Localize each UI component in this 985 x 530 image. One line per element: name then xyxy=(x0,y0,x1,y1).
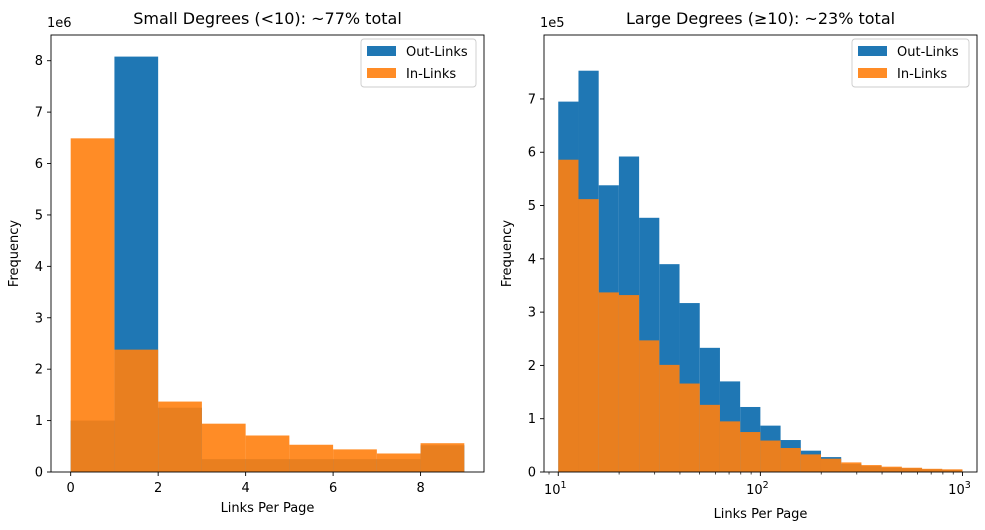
bar xyxy=(841,462,862,472)
x-tick-label: 8 xyxy=(416,481,424,496)
chart-title: Large Degrees (≥10): ~23% total xyxy=(626,9,895,28)
y-tick-label: 6 xyxy=(528,146,536,161)
y-tick-label: 1 xyxy=(528,412,536,427)
y-tick-label: 5 xyxy=(35,208,43,223)
bar xyxy=(558,159,579,472)
bar xyxy=(942,469,963,472)
bar xyxy=(289,444,334,472)
y-tick-label: 2 xyxy=(528,359,536,374)
bar xyxy=(333,449,377,472)
chart-title: Small Degrees (<10): ~77% total xyxy=(133,9,402,28)
x-tick-label: 2 xyxy=(154,481,162,496)
series-in-links xyxy=(70,138,465,472)
bar xyxy=(639,340,660,472)
bar xyxy=(158,401,202,472)
chart-small-degrees: 0 1 2 3 4 5 6 7 8 0 2 4 6 8 1e6 Small Degrees (<10): ~7… xyxy=(7,9,485,516)
bar xyxy=(659,364,680,472)
y-tick-label: 8 xyxy=(35,54,43,69)
bar xyxy=(699,404,720,472)
legend-swatch xyxy=(367,68,396,78)
x-tick-label: 4 xyxy=(241,481,249,496)
bar xyxy=(780,448,801,472)
y-axis-label: Frequency xyxy=(7,220,22,287)
legend-label: Out-Links xyxy=(897,45,959,60)
bar xyxy=(922,468,943,472)
bar xyxy=(420,443,465,472)
bar xyxy=(114,349,159,472)
legend-swatch xyxy=(858,46,887,56)
bar xyxy=(618,295,640,472)
bar xyxy=(881,466,902,472)
y-offset-label: 1e6 xyxy=(47,16,72,31)
y-tick-label: 3 xyxy=(528,306,536,321)
bar xyxy=(760,440,781,472)
bar xyxy=(245,435,290,472)
bar xyxy=(740,432,761,472)
legend-label: In-Links xyxy=(406,67,456,82)
legend-swatch xyxy=(858,68,887,78)
chart-large-degrees: 0 1 2 3 4 5 6 7 101 102 103 1e5 Large Degrees (≥10):… xyxy=(500,9,978,522)
legend-label: Out-Links xyxy=(406,45,468,60)
x-tick-label: 101 xyxy=(544,480,567,498)
x-axis-label: Links Per Page xyxy=(714,507,808,522)
bar xyxy=(578,199,599,472)
series-in-links xyxy=(558,159,963,472)
legend-swatch xyxy=(367,46,396,56)
legend: Out-Links In-Links xyxy=(360,38,477,88)
y-tick-label: 6 xyxy=(35,157,43,172)
y-tick-label: 3 xyxy=(35,311,43,326)
x-tick-label: 6 xyxy=(329,481,337,496)
x-tick-label: 103 xyxy=(948,480,971,498)
bar xyxy=(820,458,842,472)
x-tick-label: 0 xyxy=(67,481,75,496)
y-tick-label: 2 xyxy=(35,363,43,378)
bar xyxy=(800,454,821,472)
bar xyxy=(901,467,923,472)
bar xyxy=(719,421,741,472)
bar xyxy=(201,423,246,472)
y-tick-label: 0 xyxy=(528,466,536,481)
bar xyxy=(376,453,421,472)
bar xyxy=(861,465,882,472)
y-offset-label: 1e5 xyxy=(540,16,565,31)
bar xyxy=(598,292,619,472)
bar xyxy=(70,138,115,472)
x-tick-label: 102 xyxy=(746,480,769,498)
axes-frame xyxy=(50,34,485,473)
y-tick-label: 7 xyxy=(35,106,43,121)
y-tick-label: 1 xyxy=(35,414,43,429)
y-tick-label: 7 xyxy=(528,92,536,107)
y-tick-label: 5 xyxy=(528,199,536,214)
legend-label: In-Links xyxy=(897,67,947,82)
y-tick-label: 0 xyxy=(35,466,43,481)
y-tick-label: 4 xyxy=(35,260,43,275)
y-tick-label: 4 xyxy=(528,252,536,267)
y-axis-label: Frequency xyxy=(500,220,515,287)
x-axis-label: Links Per Page xyxy=(221,501,315,516)
legend: Out-Links In-Links xyxy=(851,38,970,88)
bar xyxy=(679,383,700,472)
